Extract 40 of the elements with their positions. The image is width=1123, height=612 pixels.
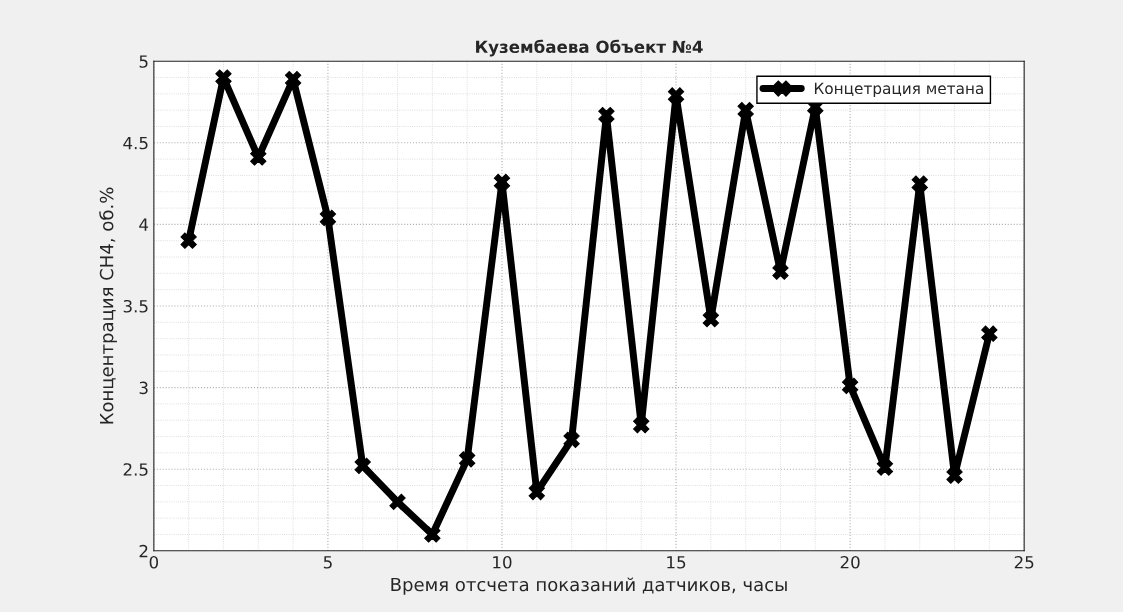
point [911,175,928,192]
point [598,106,615,124]
point [563,431,580,448]
point [876,459,894,476]
x-tick-label: 15 [667,556,686,569]
point [772,263,789,280]
point [702,310,720,328]
point [667,87,685,104]
point [215,69,232,86]
point [180,232,197,249]
y-axis-title: Концентрация СН4, об.% [99,187,117,424]
point [354,457,371,475]
y-tick-label: 3 [139,381,148,395]
point [389,493,406,510]
y-tick-label: 2 [139,544,148,558]
legend-label: Концетрация метана [814,82,983,98]
y-tick-label: 5 [139,55,148,68]
x-tick-label: 0 [149,555,159,569]
point [981,325,998,342]
y-tick-label: 4 [139,218,149,231]
point [493,173,511,191]
point [946,467,963,484]
x-tick-label: 10 [493,555,512,569]
point [319,209,337,227]
y-tick-label: 2.5 [123,463,148,476]
point [459,451,476,468]
point [284,70,302,88]
point [737,102,754,119]
point [841,377,859,395]
point [633,416,650,434]
point [528,483,545,501]
point [424,526,441,543]
x-tick-label: 20 [840,555,860,569]
x-axis-title: Время отсчета показаний датчиков, часы [391,577,787,595]
y-tick-label: 4.5 [123,136,148,150]
y-tick-label: 3.5 [123,299,148,313]
x-tick-label: 25 [1014,555,1034,569]
chart-title: Кузембаева Объект №4 [476,39,703,57]
point [250,149,267,166]
x-tick-label: 5 [323,556,332,569]
